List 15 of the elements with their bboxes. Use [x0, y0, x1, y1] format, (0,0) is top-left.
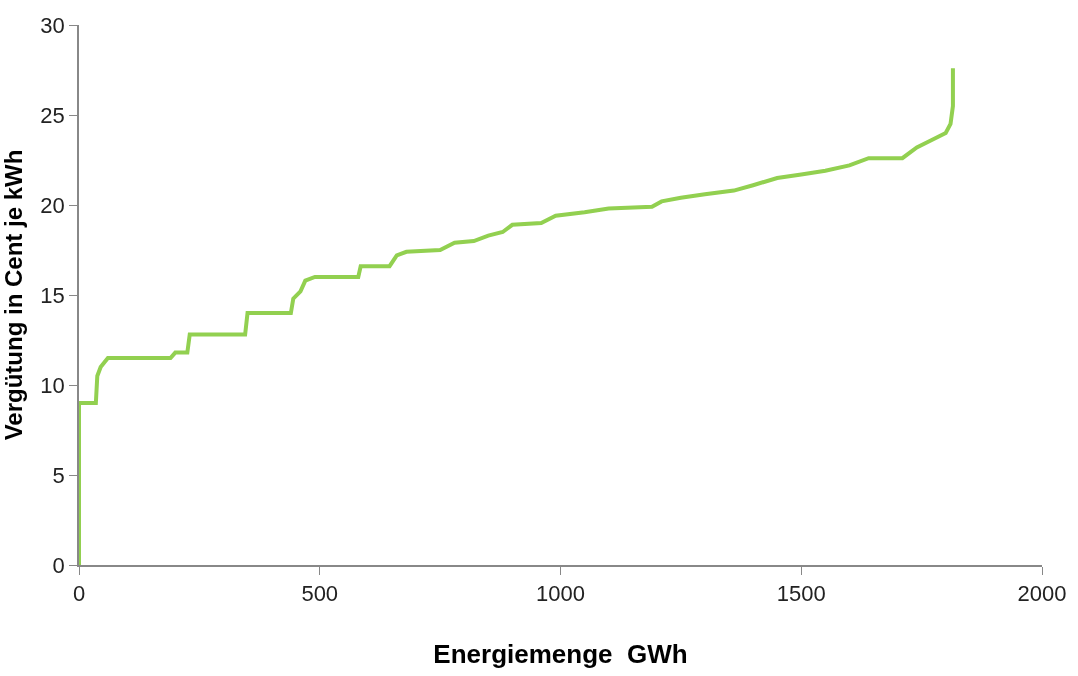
x-tick-label: 1500 [776, 581, 826, 607]
x-tick-label: 1000 [536, 581, 585, 607]
y-tick-label: 0 [52, 552, 65, 578]
y-axis-title: Vergütung in Cent je kWh [0, 149, 27, 441]
line-series [79, 66, 955, 565]
x-tick-label: 2000 [1017, 581, 1067, 607]
y-tick-label: 30 [40, 12, 65, 38]
y-tick-label: 25 [40, 102, 65, 128]
y-tick-label: 5 [52, 462, 65, 488]
x-axis-title: Energiemenge GWh [433, 639, 688, 670]
x-tick-label: 0 [72, 581, 86, 607]
y-tick-label: 15 [40, 282, 65, 308]
y-tick-label: 20 [40, 192, 65, 218]
y-tick-label: 10 [40, 372, 65, 398]
x-tick-label: 500 [301, 581, 339, 607]
